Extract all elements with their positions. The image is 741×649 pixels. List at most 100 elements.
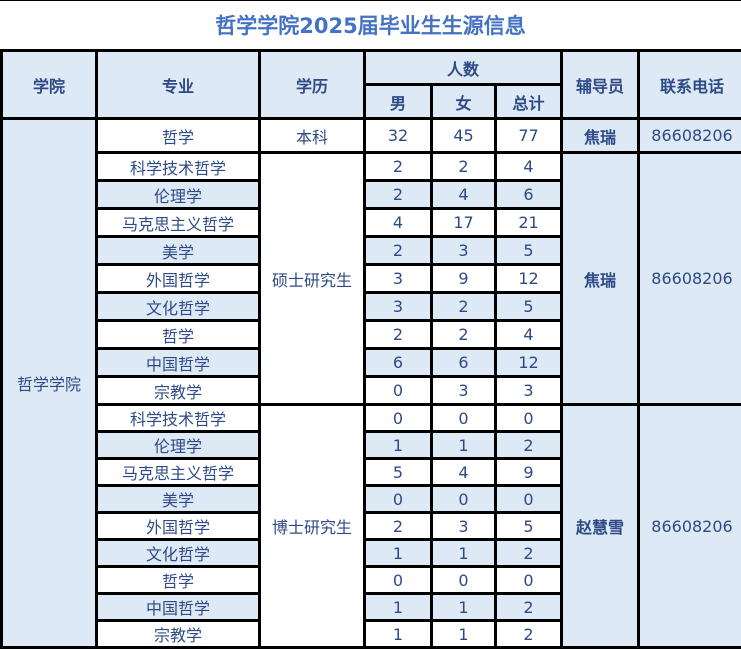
female-cell: 6 xyxy=(432,349,496,377)
male-cell: 1 xyxy=(365,540,432,567)
male-cell: 1 xyxy=(365,621,432,648)
degree-cell: 硕士研究生 xyxy=(260,153,365,405)
male-cell: 2 xyxy=(365,321,432,349)
phone-cell: 86608206 xyxy=(639,405,741,648)
total-cell: 21 xyxy=(496,209,562,237)
advisor-cell: 赵慧雪 xyxy=(562,405,639,648)
female-cell: 0 xyxy=(432,486,496,513)
male-cell: 1 xyxy=(365,594,432,621)
major-cell: 外国哲学 xyxy=(97,265,260,293)
male-cell: 1 xyxy=(365,432,432,459)
male-cell: 3 xyxy=(365,265,432,293)
major-cell: 文化哲学 xyxy=(97,293,260,321)
female-cell: 9 xyxy=(432,265,496,293)
total-cell: 0 xyxy=(496,486,562,513)
total-cell: 4 xyxy=(496,321,562,349)
male-cell: 0 xyxy=(365,377,432,405)
male-cell: 0 xyxy=(365,567,432,594)
total-cell: 2 xyxy=(496,540,562,567)
female-cell: 3 xyxy=(432,377,496,405)
total-cell: 2 xyxy=(496,594,562,621)
major-cell: 伦理学 xyxy=(97,181,260,209)
male-cell: 3 xyxy=(365,293,432,321)
major-cell: 哲学 xyxy=(97,567,260,594)
female-cell: 1 xyxy=(432,540,496,567)
advisor-cell: 焦瑞 xyxy=(562,153,639,405)
college-cell: 哲学学院 xyxy=(2,119,97,648)
major-cell: 科学技术哲学 xyxy=(97,405,260,432)
total-cell: 12 xyxy=(496,349,562,377)
male-cell: 2 xyxy=(365,237,432,265)
header-major: 专业 xyxy=(97,51,260,119)
header-advisor: 辅导员 xyxy=(562,51,639,119)
female-cell: 4 xyxy=(432,459,496,486)
header-male: 男 xyxy=(365,85,432,119)
degree-cell: 本科 xyxy=(260,119,365,153)
male-cell: 0 xyxy=(365,405,432,432)
female-cell: 17 xyxy=(432,209,496,237)
total-cell: 9 xyxy=(496,459,562,486)
header-college: 学院 xyxy=(2,51,97,119)
major-cell: 美学 xyxy=(97,486,260,513)
male-cell: 2 xyxy=(365,181,432,209)
total-cell: 5 xyxy=(496,513,562,540)
female-cell: 45 xyxy=(432,119,496,153)
total-cell: 6 xyxy=(496,181,562,209)
total-cell: 5 xyxy=(496,237,562,265)
female-cell: 1 xyxy=(432,432,496,459)
female-cell: 2 xyxy=(432,321,496,349)
major-cell: 科学技术哲学 xyxy=(97,153,260,181)
total-cell: 12 xyxy=(496,265,562,293)
phone-cell: 86608206 xyxy=(639,153,741,405)
female-cell: 2 xyxy=(432,153,496,181)
total-cell: 0 xyxy=(496,567,562,594)
advisor-cell: 焦瑞 xyxy=(562,119,639,153)
total-cell: 2 xyxy=(496,621,562,648)
male-cell: 4 xyxy=(365,209,432,237)
male-cell: 2 xyxy=(365,513,432,540)
major-cell: 伦理学 xyxy=(97,432,260,459)
header-female: 女 xyxy=(432,85,496,119)
major-cell: 外国哲学 xyxy=(97,513,260,540)
major-cell: 中国哲学 xyxy=(97,594,260,621)
phone-cell: 86608206 xyxy=(639,119,741,153)
male-cell: 5 xyxy=(365,459,432,486)
female-cell: 2 xyxy=(432,293,496,321)
total-cell: 2 xyxy=(496,432,562,459)
female-cell: 3 xyxy=(432,237,496,265)
total-cell: 3 xyxy=(496,377,562,405)
major-cell: 马克思主义哲学 xyxy=(97,209,260,237)
total-cell: 77 xyxy=(496,119,562,153)
header-count: 人数 xyxy=(365,51,562,85)
major-cell: 中国哲学 xyxy=(97,349,260,377)
male-cell: 2 xyxy=(365,153,432,181)
major-cell: 宗教学 xyxy=(97,377,260,405)
male-cell: 0 xyxy=(365,486,432,513)
total-cell: 0 xyxy=(496,405,562,432)
major-cell: 哲学 xyxy=(97,321,260,349)
female-cell: 1 xyxy=(432,621,496,648)
major-cell: 哲学 xyxy=(97,119,260,153)
header-degree: 学历 xyxy=(260,51,365,119)
major-cell: 宗教学 xyxy=(97,621,260,648)
major-cell: 马克思主义哲学 xyxy=(97,459,260,486)
major-cell: 美学 xyxy=(97,237,260,265)
total-cell: 5 xyxy=(496,293,562,321)
male-cell: 32 xyxy=(365,119,432,153)
female-cell: 0 xyxy=(432,405,496,432)
female-cell: 1 xyxy=(432,594,496,621)
degree-cell: 博士研究生 xyxy=(260,405,365,648)
header-phone: 联系电话 xyxy=(639,51,741,119)
female-cell: 0 xyxy=(432,567,496,594)
major-cell: 文化哲学 xyxy=(97,540,260,567)
male-cell: 6 xyxy=(365,349,432,377)
header-total: 总计 xyxy=(496,85,562,119)
total-cell: 4 xyxy=(496,153,562,181)
female-cell: 3 xyxy=(432,513,496,540)
female-cell: 4 xyxy=(432,181,496,209)
table-title: 哲学学院2025届毕业生生源信息 xyxy=(0,0,741,49)
